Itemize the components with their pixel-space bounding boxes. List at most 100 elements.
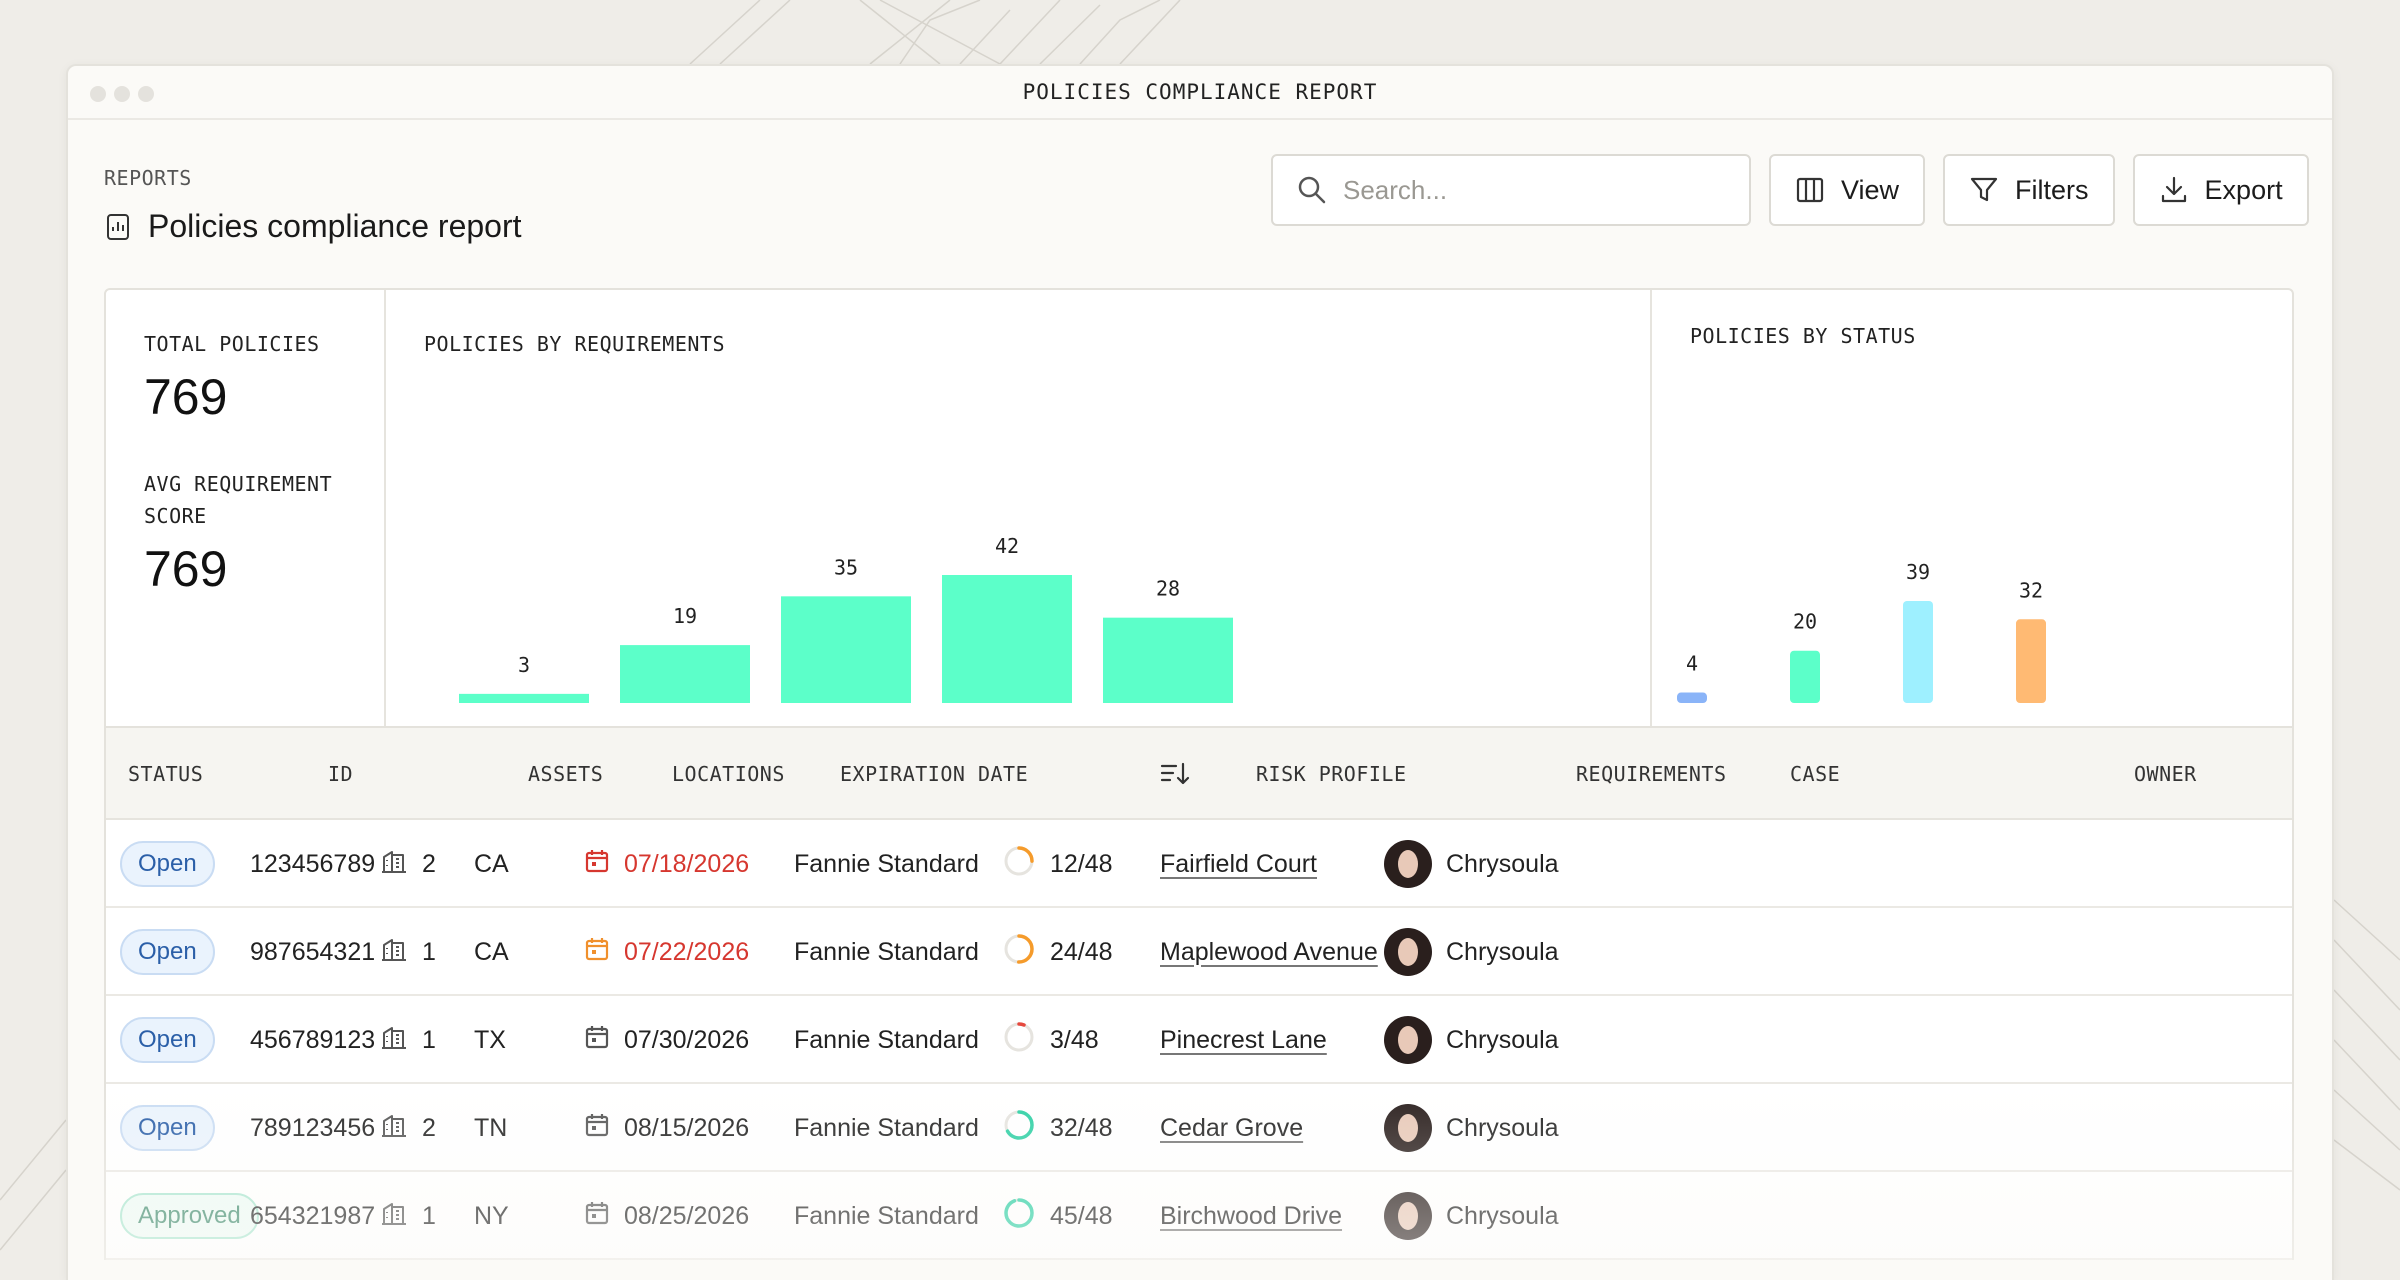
minimize-dot[interactable] bbox=[114, 86, 130, 102]
export-button[interactable]: Export bbox=[2132, 154, 2309, 226]
avatar[interactable] bbox=[1384, 1192, 1432, 1240]
bar-value-label: 42 bbox=[995, 534, 1019, 558]
table-row[interactable]: Open 789123456 2 TN 08/15/2026 Fannie Standar… bbox=[106, 1084, 2292, 1172]
status-cell: Open bbox=[120, 1084, 215, 1172]
requirements-chart: POLICIES BY REQUIREMENTS 30-20%1921-40%3… bbox=[386, 290, 1652, 726]
col-locations[interactable]: LOCATIONS bbox=[672, 762, 785, 786]
window-controls[interactable] bbox=[90, 86, 154, 102]
page-title-row: Policies compliance report bbox=[106, 208, 522, 245]
case-cell: Fairfield Court bbox=[1160, 820, 1317, 908]
building-icon bbox=[380, 935, 408, 970]
id-cell: 987654321 bbox=[250, 937, 376, 966]
requirements-count: 12/48 bbox=[1050, 849, 1113, 878]
col-owner[interactable]: OWNER bbox=[2134, 762, 2197, 786]
col-case[interactable]: CASE bbox=[1790, 762, 1841, 786]
bar-21-40-[interactable] bbox=[620, 645, 750, 703]
bar-61-80-[interactable] bbox=[942, 575, 1072, 703]
status-badge[interactable]: Open bbox=[120, 1105, 215, 1151]
assets-cell: 1 bbox=[380, 1172, 436, 1260]
building-icon bbox=[380, 847, 408, 882]
case-cell: Cedar Grove bbox=[1160, 1084, 1303, 1172]
bar-41-60-[interactable] bbox=[781, 596, 911, 703]
table-row[interactable]: Open 456789123 1 TX 07/30/2026 Fannie Standar… bbox=[106, 996, 2292, 1084]
case-cell: Maplewood Avenue bbox=[1160, 908, 1378, 996]
assets-count: 1 bbox=[422, 1201, 436, 1230]
owner-name: Chrysoula bbox=[1446, 1025, 1559, 1054]
table-row[interactable]: Open 987654321 1 CA 07/22/2026 Fannie Standar… bbox=[106, 908, 2292, 996]
bar-lender-acti[interactable] bbox=[2016, 619, 2046, 703]
table-row[interactable]: Open 123456789 2 CA 07/18/2026 Fannie Standar… bbox=[106, 820, 2292, 908]
building-icon bbox=[380, 1111, 408, 1146]
progress-ring-icon bbox=[1002, 1108, 1036, 1149]
assets-cell: 2 bbox=[380, 1084, 436, 1172]
table-row[interactable]: Approved 654321987 1 NY 08/25/2026 Fannie Sta… bbox=[106, 1172, 2292, 1260]
title-bar: POLICIES COMPLIANCE REPORT bbox=[68, 66, 2332, 120]
case-link[interactable]: Birchwood Drive bbox=[1160, 1201, 1343, 1230]
risk-profile-cell: Fannie Standard bbox=[794, 1113, 979, 1142]
case-link[interactable]: Cedar Grove bbox=[1160, 1113, 1304, 1142]
requirements-count: 24/48 bbox=[1050, 937, 1113, 966]
avatar[interactable] bbox=[1384, 840, 1432, 888]
status-badge[interactable]: Open bbox=[120, 929, 215, 975]
status-chart: POLICIES BY STATUS 4OPEN20APPROVED39ONBO… bbox=[1652, 290, 2292, 726]
risk-profile-cell: Fannie Standard bbox=[794, 1201, 979, 1230]
case-link[interactable]: Maplewood Avenue bbox=[1160, 937, 1378, 966]
bar-onboarded[interactable] bbox=[1903, 601, 1933, 703]
export-label: Export bbox=[2204, 174, 2283, 205]
search-input[interactable] bbox=[1343, 174, 1723, 206]
col-status[interactable]: STATUS bbox=[128, 762, 204, 786]
requirements-cell: 24/48 bbox=[1002, 908, 1113, 996]
bar-approved[interactable] bbox=[1790, 650, 1820, 703]
requirements-chart-title: POLICIES BY REQUIREMENTS bbox=[424, 332, 725, 356]
requirements-cell: 32/48 bbox=[1002, 1084, 1113, 1172]
case-link[interactable]: Pinecrest Lane bbox=[1160, 1025, 1327, 1054]
requirements-count: 45/48 bbox=[1050, 1201, 1113, 1230]
status-badge[interactable]: Approved bbox=[120, 1193, 259, 1239]
filters-label: Filters bbox=[2015, 174, 2089, 205]
report-icon bbox=[107, 213, 129, 240]
expiration-cell: 08/25/2026 bbox=[584, 1172, 749, 1260]
assets-count: 1 bbox=[422, 937, 436, 966]
case-link[interactable]: Fairfield Court bbox=[1160, 849, 1317, 878]
expiration-date: 07/18/2026 bbox=[624, 849, 750, 878]
kpi-column: TOTAL POLICIES 769 AVG REQUIREMENT SCORE… bbox=[106, 290, 386, 726]
requirements-count: 32/48 bbox=[1050, 1113, 1113, 1142]
progress-ring-icon bbox=[1002, 844, 1036, 885]
search-box[interactable] bbox=[1271, 154, 1751, 226]
col-id[interactable]: ID bbox=[328, 762, 354, 786]
sort-desc-icon[interactable] bbox=[1160, 728, 1190, 820]
avatar[interactable] bbox=[1384, 928, 1432, 976]
filters-button[interactable]: Filters bbox=[1943, 154, 2115, 226]
col-risk-profile[interactable]: RISK PROFILE bbox=[1256, 762, 1407, 786]
id-cell: 123456789 bbox=[250, 849, 376, 878]
col-expiration-date[interactable]: EXPIRATION DATE bbox=[840, 762, 1029, 786]
location-cell: TX bbox=[474, 1025, 506, 1054]
assets-count: 2 bbox=[422, 849, 436, 878]
case-cell: Pinecrest Lane bbox=[1160, 996, 1327, 1084]
avatar[interactable] bbox=[1384, 1016, 1432, 1064]
assets-count: 2 bbox=[422, 1113, 436, 1142]
bar-open[interactable] bbox=[1677, 692, 1707, 703]
requirements-cell: 45/48 bbox=[1002, 1172, 1113, 1260]
maximize-dot[interactable] bbox=[138, 86, 154, 102]
bar-81-100-[interactable] bbox=[1103, 617, 1233, 703]
status-badge[interactable]: Open bbox=[120, 841, 215, 887]
col-assets[interactable]: ASSETS bbox=[528, 762, 604, 786]
total-policies-label: TOTAL POLICIES bbox=[144, 332, 320, 356]
bar-0-20-[interactable] bbox=[459, 693, 589, 703]
close-dot[interactable] bbox=[90, 86, 106, 102]
expiration-cell: 07/22/2026 bbox=[584, 908, 749, 996]
avatar[interactable] bbox=[1384, 1104, 1432, 1152]
risk-profile-cell: Fannie Standard bbox=[794, 937, 979, 966]
breadcrumb[interactable]: REPORTS bbox=[104, 166, 192, 190]
view-button[interactable]: View bbox=[1769, 154, 1926, 226]
search-icon bbox=[1298, 176, 1326, 204]
status-badge[interactable]: Open bbox=[120, 1017, 215, 1063]
expiration-cell: 07/30/2026 bbox=[584, 996, 749, 1084]
owner-name: Chrysoula bbox=[1446, 1113, 1559, 1142]
col-requirements[interactable]: REQUIREMENTS bbox=[1576, 762, 1727, 786]
bar-value-label: 35 bbox=[834, 555, 858, 579]
bar-value-label: 28 bbox=[1156, 577, 1180, 601]
total-policies-value: 769 bbox=[144, 369, 228, 425]
bar-value-label: 19 bbox=[673, 604, 697, 628]
